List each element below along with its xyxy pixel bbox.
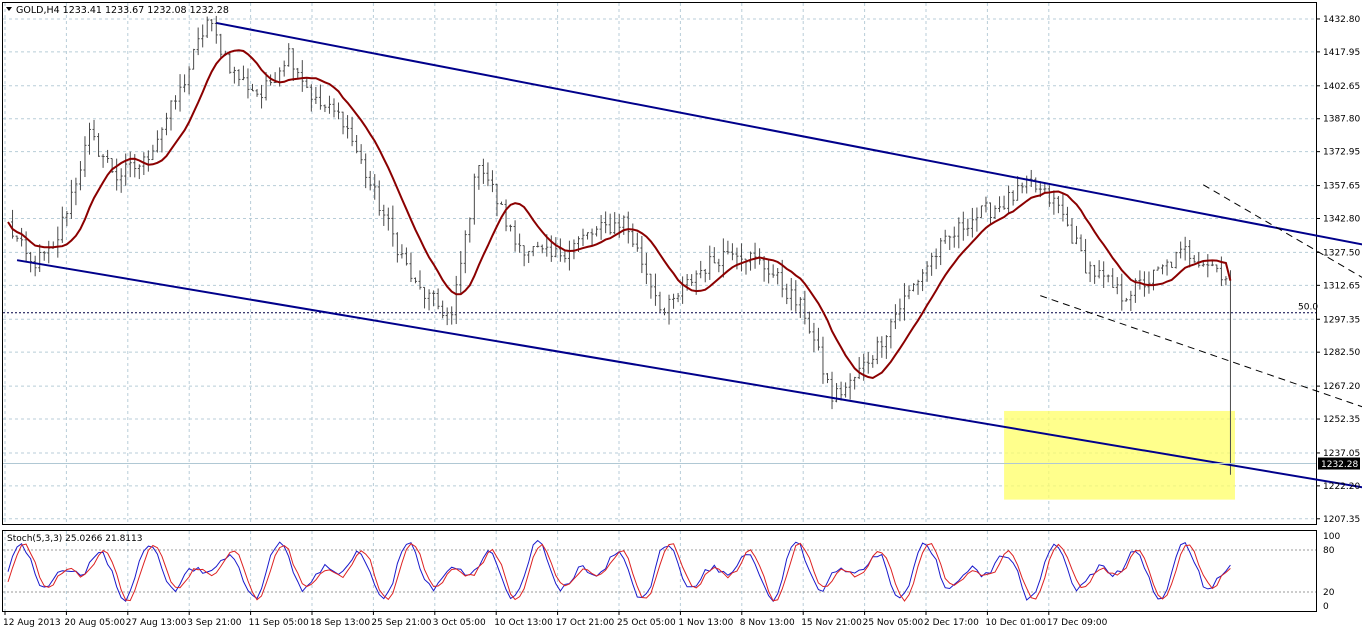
dropdown-arrow-icon[interactable] — [6, 7, 12, 11]
price-tick-label: 1417.95 — [1323, 48, 1360, 58]
time-tick-label: 17 Oct 21:00 — [556, 618, 615, 628]
time-tick-label: 25 Oct 05:00 — [617, 618, 676, 628]
stoch-grid — [4, 531, 1050, 611]
time-tick-label: 15 Nov 21:00 — [801, 618, 862, 628]
current-price-label: 1232.28 — [1321, 460, 1358, 470]
channel-line-2[interactable] — [16, 259, 1362, 526]
time-axis: 12 Aug 2013 20 Aug 05:00 27 Aug 13:00 3 Sep… — [3, 611, 1108, 628]
time-tick-label: 8 Nov 13:00 — [740, 618, 795, 628]
price-tick-label: 1222.20 — [1323, 482, 1360, 492]
time-tick-label: 25 Sep 21:00 — [371, 618, 431, 628]
time-tick-label: 3 Oct 05:00 — [433, 618, 486, 628]
stoch-tick-label: 100 — [1323, 532, 1340, 542]
consolidation-zone-layer — [1004, 410, 1235, 500]
price-tick-label: 1282.50 — [1323, 348, 1360, 358]
time-tick-label: 10 Oct 13:00 — [494, 618, 553, 628]
stoch-lines-layer — [3, 539, 1316, 603]
price-tick-label: 1432.80 — [1323, 15, 1360, 25]
fib-50-label: 50.0 — [1298, 303, 1318, 313]
price-tick-label: 1207.35 — [1323, 515, 1360, 525]
channel-line-4[interactable] — [1040, 295, 1362, 487]
time-tick-label: 27 Aug 13:00 — [126, 618, 187, 628]
stoch-tick-label: 80 — [1323, 546, 1335, 556]
chart-header: GOLD,H4 1233.41 1233.67 1232.08 1232.28 — [6, 5, 229, 16]
time-tick-label: 10 Dec 01:00 — [985, 618, 1046, 628]
channel-lines-layer[interactable] — [16, 21, 1362, 526]
time-tick-label: 18 Sep 13:00 — [310, 618, 370, 628]
price-tick-label: 1357.65 — [1323, 182, 1360, 192]
channel-line-1[interactable] — [216, 21, 1362, 322]
moving-average-line — [7, 49, 1232, 380]
consolidation-zone — [1004, 410, 1235, 500]
price-tick-label: 1402.65 — [1323, 82, 1360, 92]
price-tick-label: 1237.05 — [1323, 449, 1360, 459]
price-grid — [3, 3, 1316, 524]
price-tick-label: 1267.20 — [1323, 382, 1360, 392]
time-tick-label: 11 Sep 05:00 — [249, 618, 309, 628]
candles-layer — [11, 15, 1232, 475]
stoch-tick-label: 0 — [1323, 602, 1329, 612]
current-price-badge — [1318, 457, 1360, 470]
symbol-header: GOLD,H4 1233.41 1233.67 1232.08 1232.28 — [16, 5, 229, 16]
price-tick-label: 1297.35 — [1323, 315, 1360, 325]
time-tick-label: 2 Dec 17:00 — [924, 618, 979, 628]
price-tick-label: 1252.35 — [1323, 415, 1360, 425]
price-tick-label: 1312.65 — [1323, 281, 1360, 291]
price-tick-label: 1372.95 — [1323, 148, 1360, 158]
stoch-title: Stoch(5,3,3) 25.0266 21.8113 — [7, 534, 142, 544]
price-axis: 1432.80 1417.95 1402.65 1387.80 1372.95 1357.… — [3, 15, 1360, 525]
price-tick-label: 1342.80 — [1323, 214, 1360, 224]
time-tick-label: 17 Dec 09:00 — [1047, 618, 1108, 628]
price-tick-label: 1327.50 — [1323, 248, 1360, 258]
stoch-axis: 100 80 20 0 — [1323, 532, 1340, 612]
time-tick-label: 3 Sep 21:00 — [187, 618, 242, 628]
stoch-signal-line — [7, 542, 1231, 602]
fib-level-layer: 50.0 — [3, 303, 1318, 314]
time-tick-label: 1 Nov 13:00 — [678, 618, 733, 628]
time-tick-label: 12 Aug 2013 — [3, 618, 61, 628]
price-tick-label: 1387.80 — [1323, 115, 1360, 125]
stoch-tick-label: 20 — [1323, 588, 1335, 598]
time-tick-label: 25 Nov 05:00 — [863, 618, 924, 628]
time-tick-label: 20 Aug 05:00 — [64, 618, 125, 628]
moving-average-layer — [7, 49, 1232, 380]
